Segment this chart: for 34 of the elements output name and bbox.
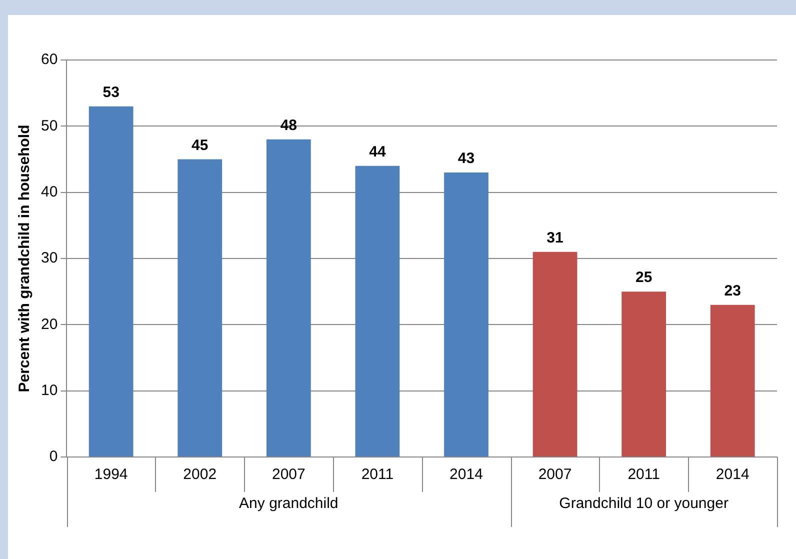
bar	[355, 166, 400, 456]
x-tick-label: 2014	[450, 466, 483, 484]
bar	[710, 304, 755, 456]
bar	[88, 106, 134, 456]
x-tick-label: 2007	[272, 466, 306, 484]
y-tick-label: 40	[40, 183, 58, 200]
y-tick-label: 10	[40, 382, 58, 399]
data-label: 48	[280, 117, 297, 134]
x-tick-label: 2014	[716, 466, 750, 484]
y-tick-label: 0	[49, 448, 58, 466]
x-tick-label: 2011	[361, 466, 394, 484]
text: Any grandchild	[239, 495, 338, 512]
data-label: 44	[369, 144, 386, 161]
bar	[532, 252, 578, 456]
bar	[266, 139, 311, 456]
data-label: 23	[724, 282, 741, 300]
data-label: 43	[458, 150, 475, 168]
x-tick-label: 1994	[94, 466, 128, 484]
x-tick-label: 2011	[628, 466, 660, 484]
x-tick-label: 2007	[538, 466, 572, 484]
bar	[178, 159, 222, 456]
text: Grandchild 10 or younger	[559, 495, 728, 512]
y-tick-label: 50	[40, 117, 58, 134]
data-label: 45	[192, 136, 208, 154]
bar	[622, 292, 666, 456]
data-label: 31	[546, 230, 564, 247]
y-axis-title: Percent with grandchild in household	[16, 124, 34, 392]
bar	[444, 172, 488, 456]
data-label: 53	[102, 84, 120, 101]
y-tick-label: 30	[40, 250, 58, 267]
y-tick-label: 60	[40, 51, 58, 68]
data-label: 25	[635, 269, 652, 286]
y-tick-label: 20	[40, 316, 58, 333]
x-tick-label: 2002	[183, 466, 217, 484]
